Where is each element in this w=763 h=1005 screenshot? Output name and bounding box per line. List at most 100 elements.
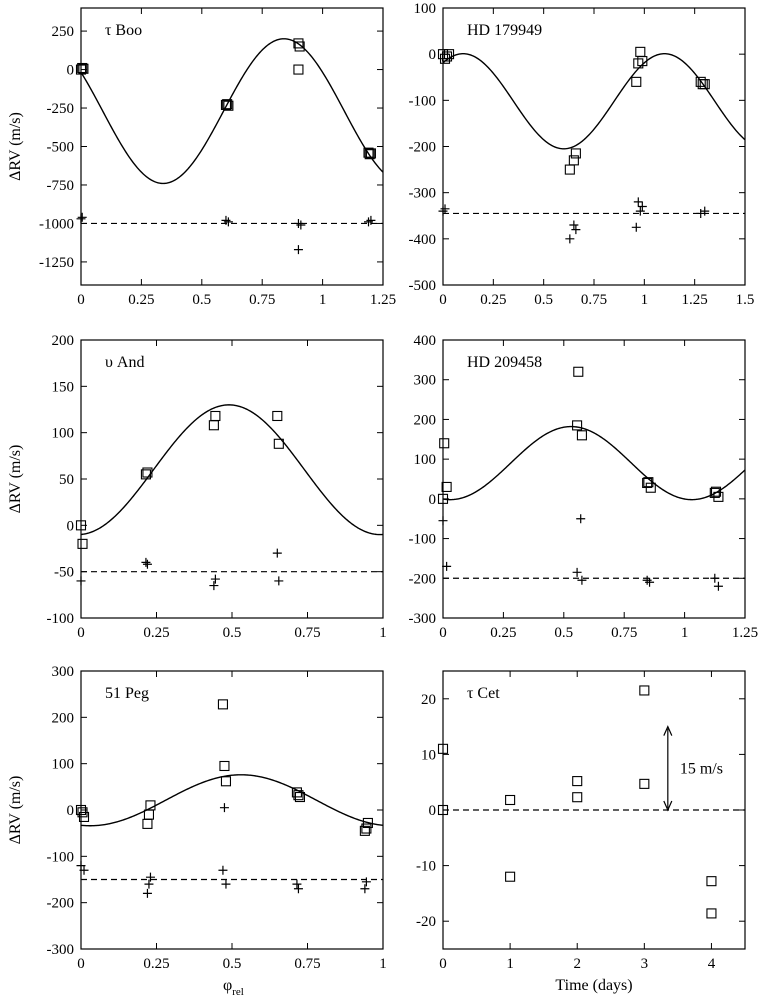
data-point-plus (76, 861, 86, 871)
y-tick-label: 400 (414, 333, 437, 349)
x-tick-label: 1.25 (732, 625, 758, 641)
data-point-square (505, 794, 516, 806)
data-point-square (437, 804, 449, 816)
data-point-square (363, 147, 374, 158)
panel-hd209458: 0 0.25 0.5 0.75 1 1.25 400 300 200 100 0 -100 -200 -3… (409, 333, 759, 641)
data-point-plus (218, 865, 228, 875)
y-tick-label: 100 (414, 1, 437, 17)
y-tick-label: 0 (67, 518, 75, 534)
data-point-square (293, 64, 304, 75)
data-point-square (294, 791, 306, 803)
x-tick-label: 0.5 (534, 292, 553, 308)
data-point-square (713, 491, 724, 502)
data-point-plus (223, 217, 233, 227)
x-tick-label: 0.5 (192, 292, 211, 308)
x-tick-label: 0.25 (143, 625, 169, 641)
data-point-square (639, 685, 650, 696)
data-point-square (75, 520, 87, 531)
data-point-square (222, 99, 233, 110)
data-point-square (75, 804, 87, 816)
x-tick-label: 0.75 (294, 956, 320, 972)
data-point-square (223, 100, 234, 111)
data-point-square (439, 438, 450, 449)
plot-frame (80, 7, 384, 286)
data-point-square (294, 41, 305, 52)
data-point-square (272, 410, 283, 422)
data-point-plus (221, 879, 231, 889)
plot-frame (80, 670, 384, 950)
data-point-plus (366, 215, 376, 225)
data-point-square (359, 825, 370, 836)
y-axis-label-top: ΔRV (m/s) (7, 112, 24, 181)
x-axis-label-phi: φ (223, 977, 232, 994)
x-axis-label-time: Time (days) (555, 977, 632, 994)
data-point-square (570, 148, 581, 159)
data-point-square (220, 776, 232, 787)
data-point-plus (274, 576, 284, 586)
data-point-square (635, 46, 646, 57)
data-point-plus (645, 577, 655, 587)
y-tick-label: -500 (47, 140, 75, 156)
data-point-square (219, 760, 230, 772)
panel-title: HD 209458 (467, 354, 542, 371)
data-point-square (78, 63, 89, 74)
x-tick-label: 0.25 (143, 956, 169, 972)
data-point-plus (565, 234, 575, 244)
y-tick-label: -50 (54, 565, 74, 581)
data-point-square (293, 790, 304, 801)
panel-title: 51 Peg (105, 685, 149, 702)
data-point-square (505, 871, 516, 882)
data-point-square (568, 155, 579, 166)
data-point-plus (364, 217, 374, 227)
data-point-plus (79, 865, 89, 875)
data-point-square (437, 743, 449, 754)
x-tick-label: 0 (77, 956, 85, 972)
data-point-square (441, 51, 453, 62)
data-point-plus (142, 888, 152, 898)
x-tick-label: 0.75 (581, 292, 607, 308)
data-point-square (706, 908, 717, 919)
x-tick-label: 0.25 (490, 625, 516, 641)
data-point-plus (700, 206, 710, 216)
y-tick-label: 150 (52, 379, 75, 395)
panel-title: HD 179949 (467, 22, 542, 39)
data-point-plus (696, 208, 706, 218)
data-point-square (210, 410, 221, 422)
y-tick-label: 200 (52, 333, 75, 349)
data-point-square (361, 823, 372, 834)
x-tick-label: 1 (319, 292, 327, 308)
x-axis-label-phase: φrel (223, 977, 244, 998)
data-point-square (77, 62, 88, 74)
x-tick-label: 1.25 (682, 292, 708, 308)
data-point-square (75, 64, 87, 75)
data-point-square (217, 699, 228, 710)
fit-curve (81, 404, 383, 536)
data-point-square (706, 876, 717, 887)
x-tick-label: 1 (641, 292, 649, 308)
plot-frame (442, 339, 746, 619)
data-point-square (273, 438, 284, 449)
data-point-square (437, 493, 449, 504)
x-tick-label: 0.25 (128, 292, 154, 308)
data-point-square (143, 809, 154, 820)
data-point-plus (713, 581, 723, 591)
data-point-plus (272, 548, 282, 558)
panel-title: τ Boo (105, 22, 142, 39)
x-tick-label: 2 (573, 956, 581, 972)
data-point-plus (296, 220, 306, 230)
x-tick-label: 0 (77, 292, 85, 308)
plot-frame (442, 7, 746, 286)
y-tick-label: 10 (421, 747, 436, 763)
panel-title: τ Cet (467, 685, 500, 702)
data-point-square (572, 792, 583, 803)
x-tick-label: 0.5 (223, 956, 242, 972)
data-point-square (645, 482, 656, 493)
y-tick-label: 0 (429, 492, 437, 508)
y-tick-label: 300 (52, 664, 75, 680)
y-tick-label: -750 (47, 178, 75, 194)
y-tick-label: -250 (47, 101, 75, 117)
data-point-square (441, 481, 452, 492)
data-point-square (564, 164, 575, 175)
fit-curve (443, 53, 745, 150)
data-point-square (78, 811, 90, 823)
